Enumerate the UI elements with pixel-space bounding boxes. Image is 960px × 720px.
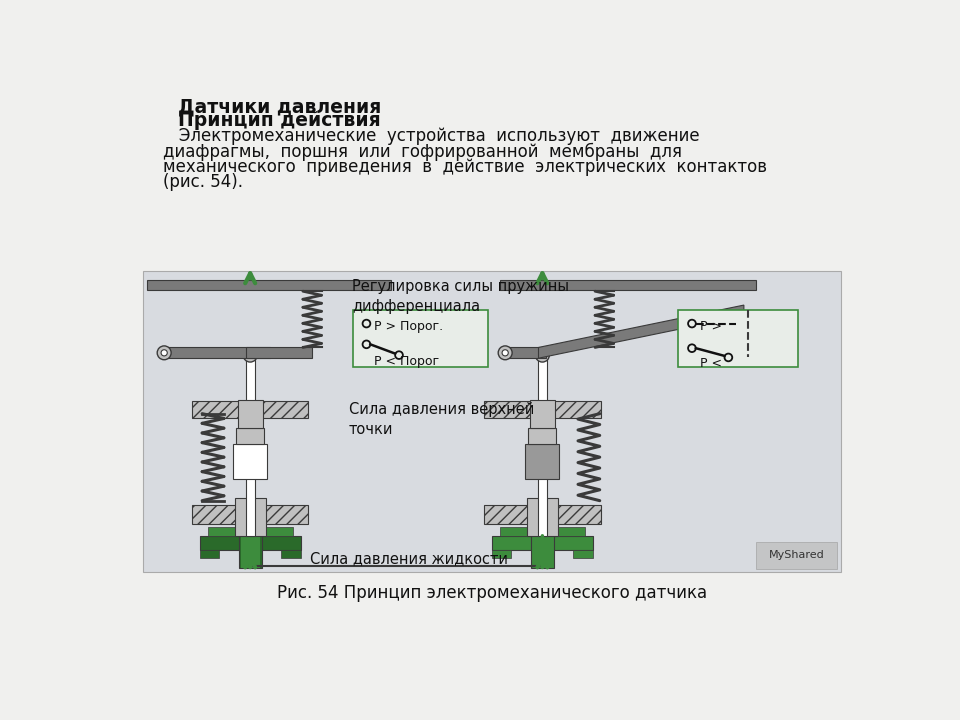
Circle shape <box>157 346 171 360</box>
Bar <box>247 348 312 359</box>
Bar <box>554 400 601 418</box>
Bar <box>162 348 270 359</box>
Bar <box>538 359 547 536</box>
Bar <box>500 527 585 536</box>
Bar <box>262 400 308 418</box>
Bar <box>554 505 601 523</box>
Bar <box>525 444 560 479</box>
Circle shape <box>243 348 257 362</box>
Text: P >: P > <box>700 320 722 333</box>
Bar <box>241 527 259 567</box>
Bar <box>533 527 552 567</box>
Circle shape <box>161 350 167 356</box>
Text: (рис. 54).: (рис. 54). <box>162 174 243 192</box>
Text: Рис. 54 Принцип электромеханического датчика: Рис. 54 Принцип электромеханического дат… <box>276 584 708 602</box>
Bar <box>678 310 798 367</box>
Bar <box>573 550 592 557</box>
Text: Сила давления жидкости: Сила давления жидкости <box>310 552 508 567</box>
Bar <box>352 310 488 367</box>
Bar <box>504 348 546 359</box>
Bar <box>492 536 592 550</box>
Text: P < Порог: P < Порог <box>374 355 440 368</box>
Bar <box>236 428 264 444</box>
Bar <box>207 527 293 536</box>
Circle shape <box>502 350 508 356</box>
Bar <box>238 400 263 428</box>
Bar <box>484 505 531 523</box>
Text: P > Порог.: P > Порог. <box>374 320 444 333</box>
Bar <box>233 444 267 479</box>
Bar <box>531 534 554 567</box>
Bar <box>192 400 239 418</box>
Polygon shape <box>539 305 744 359</box>
Bar <box>527 498 558 536</box>
Bar <box>492 550 512 557</box>
Bar <box>200 536 300 550</box>
Bar <box>192 505 239 523</box>
Bar <box>239 534 262 567</box>
Text: Электромеханические  устройства  используют  движение: Электромеханические устройства использую… <box>162 127 699 145</box>
Bar <box>234 498 266 536</box>
Bar <box>281 550 300 557</box>
Text: MyShared: MyShared <box>769 550 825 560</box>
Bar <box>200 550 219 557</box>
Circle shape <box>498 346 512 360</box>
Bar <box>246 359 254 536</box>
Text: Датчики давления: Датчики давления <box>179 97 381 116</box>
Bar <box>143 271 841 572</box>
Circle shape <box>536 348 549 362</box>
Bar <box>484 400 531 418</box>
Text: механического  приведения  в  действие  электрических  контактов: механического приведения в действие элек… <box>162 158 767 176</box>
Bar <box>262 505 308 523</box>
Text: Принцип действия: Принцип действия <box>179 111 381 130</box>
Text: P <: P < <box>700 357 722 370</box>
Bar <box>528 428 557 444</box>
Bar <box>530 400 555 428</box>
Text: Регулировка силы пружины
дифференциала: Регулировка силы пружины дифференциала <box>352 279 569 314</box>
Bar <box>147 279 392 289</box>
Text: Сила давления верхней
точки: Сила давления верхней точки <box>348 402 534 437</box>
Bar <box>756 542 837 570</box>
Bar <box>500 279 756 289</box>
Text: диафрагмы,  поршня  или  гофрированной  мембраны  для: диафрагмы, поршня или гофрированной мемб… <box>162 143 682 161</box>
